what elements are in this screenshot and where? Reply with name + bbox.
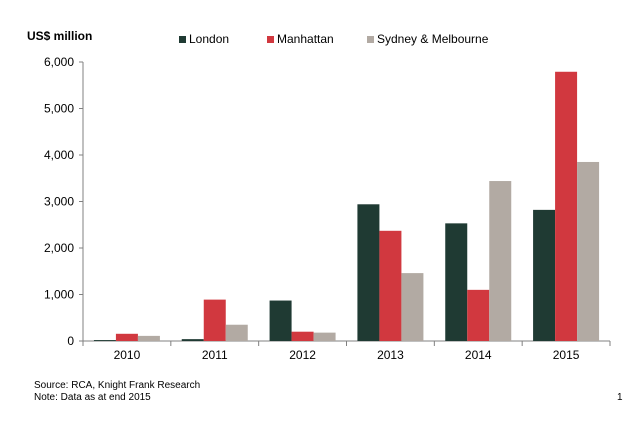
- x-tick-label: 2012: [289, 348, 316, 362]
- x-tick-label: 2010: [114, 348, 141, 362]
- bar-manhattan-2012: [291, 331, 314, 341]
- data-note: Note: Data as at end 2015: [34, 392, 151, 403]
- legend-label: Manhattan: [277, 32, 334, 46]
- source-note: Source: RCA, Knight Frank Research: [34, 380, 201, 391]
- bar-london-2011: [181, 339, 204, 341]
- y-axis: 0 1,000 2,000 3,000 4,000 5,000 6,000: [44, 55, 84, 348]
- x-tick-label: 2015: [553, 348, 580, 362]
- bar-chart: US$ million London Manhattan Sydney & Melb…: [27, 29, 611, 362]
- legend-label: Sydney & Melbourne: [377, 32, 489, 46]
- legend-swatch: [267, 36, 274, 43]
- bar-london-2012: [269, 300, 292, 341]
- bar-sydney-melbourne-2014: [489, 181, 512, 341]
- legend-swatch: [367, 36, 374, 43]
- bar-london-2010: [93, 340, 116, 341]
- x-tick-label: 2014: [465, 348, 492, 362]
- bar-manhattan-2014: [467, 289, 490, 341]
- bar-manhattan-2010: [115, 333, 138, 341]
- legend-label: London: [189, 32, 229, 46]
- bar-sydney-melbourne-2010: [137, 335, 160, 341]
- legend-swatch: [179, 36, 186, 43]
- bar-manhattan-2013: [379, 230, 402, 341]
- bar-sydney-melbourne-2015: [577, 161, 600, 341]
- bar-london-2015: [533, 209, 556, 341]
- x-axis: 2010 2011 2012 2013 2014 2015: [82, 340, 611, 362]
- bar-london-2014: [445, 223, 468, 341]
- y-axis-label: US$ million: [27, 29, 92, 43]
- bar-sydney-melbourne-2011: [225, 324, 248, 341]
- legend: London Manhattan Sydney & Melbourne: [179, 32, 489, 46]
- x-tick-label: 2011: [202, 348, 228, 362]
- y-tick-label: 2,000: [44, 241, 74, 255]
- bar-manhattan-2015: [555, 71, 578, 341]
- y-tick-label: 6,000: [44, 55, 74, 69]
- y-tick-label: 5,000: [44, 102, 74, 116]
- page-number: 1: [617, 392, 623, 403]
- bar-sydney-melbourne-2013: [401, 273, 424, 341]
- y-tick-label: 3,000: [44, 195, 74, 209]
- bar-manhattan-2011: [203, 299, 226, 341]
- y-tick-label: 1,000: [44, 288, 74, 302]
- bar-london-2013: [357, 204, 380, 341]
- y-tick-label: 4,000: [44, 148, 74, 162]
- bars: [93, 71, 600, 341]
- bar-sydney-melbourne-2012: [313, 332, 336, 341]
- y-tick-label: 0: [67, 334, 74, 348]
- x-tick-label: 2013: [377, 348, 404, 362]
